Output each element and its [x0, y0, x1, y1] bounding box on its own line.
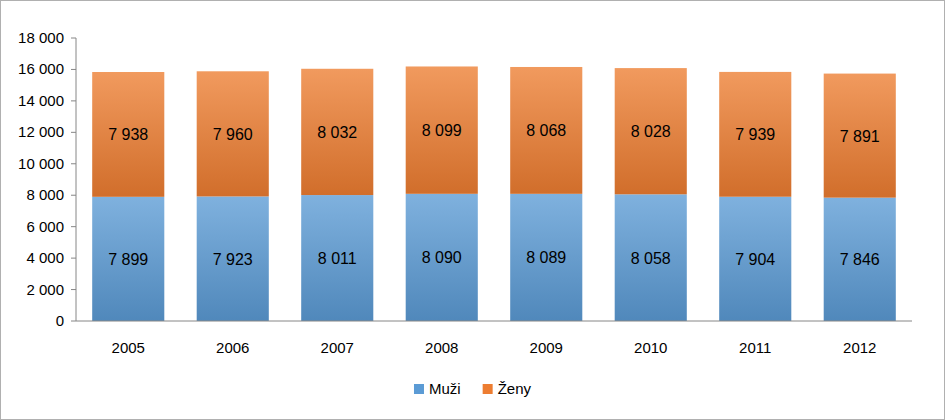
- data-label: 8 068: [526, 122, 566, 139]
- bar-segment: [824, 74, 896, 198]
- y-tick: [71, 69, 76, 70]
- x-tick-label: 2012: [843, 339, 876, 356]
- y-tick-label: 8 000: [26, 186, 64, 203]
- legend-item: Ženy: [483, 380, 532, 397]
- y-tick-label: 18 000: [18, 29, 64, 46]
- y-tick: [71, 226, 76, 227]
- y-tick-label: 4 000: [26, 249, 64, 266]
- data-label: 8 089: [526, 249, 566, 266]
- data-label: 8 099: [422, 122, 462, 139]
- y-tick: [71, 38, 76, 39]
- bar-segment: [301, 195, 373, 321]
- bar-segment: [510, 194, 582, 321]
- y-tick-label: 6 000: [26, 218, 64, 235]
- y-axis-line: [76, 38, 77, 321]
- bar-segment: [615, 194, 687, 321]
- x-axis: 2005 2006 2007 2008 2009 2010 2011 2012: [76, 321, 912, 356]
- bar-segment: [510, 67, 582, 194]
- legend: Muži Ženy: [414, 380, 532, 397]
- legend-item: Muži: [414, 380, 461, 397]
- y-tick: [71, 132, 76, 133]
- bar-segment: [406, 194, 478, 321]
- y-tick-label: 16 000: [18, 60, 64, 77]
- legend-swatch: [483, 384, 493, 394]
- data-label: 7 923: [213, 251, 253, 268]
- bar-segment: [719, 72, 791, 197]
- bar-segment: [406, 66, 478, 193]
- x-tick-label: 2005: [112, 339, 145, 356]
- bar-segment: [301, 69, 373, 195]
- bar-segment: [719, 197, 791, 321]
- y-tick-label: 0: [56, 312, 64, 329]
- data-label: 8 058: [631, 250, 671, 267]
- data-label: 8 090: [422, 249, 462, 266]
- data-label: 8 028: [631, 123, 671, 140]
- chart: 0 2 000 4 000 6 000 8 000 10 000 12 000 14 000 1…: [0, 0, 945, 420]
- y-tick: [71, 163, 76, 164]
- x-axis-line: [76, 321, 912, 322]
- y-axis: 0 2 000 4 000 6 000 8 000 10 000 12 000 14 000 1…: [18, 29, 76, 329]
- y-tick: [71, 195, 76, 196]
- x-tick-label: 2008: [425, 339, 458, 356]
- bar-segment: [197, 196, 269, 321]
- y-tick: [71, 100, 76, 101]
- data-label: 7 960: [213, 126, 253, 143]
- bar-segment: [92, 197, 164, 321]
- y-tick: [71, 289, 76, 290]
- y-tick-label: 14 000: [18, 92, 64, 109]
- y-tick: [71, 258, 76, 259]
- legend-label: Muži: [429, 380, 461, 397]
- data-label: 8 032: [317, 124, 357, 141]
- data-label: 8 011: [318, 250, 357, 267]
- bar-segment: [197, 71, 269, 196]
- bar-segment: [92, 72, 164, 197]
- y-tick-label: 10 000: [18, 155, 64, 172]
- x-tick-label: 2009: [530, 339, 563, 356]
- bar-segment: [615, 68, 687, 194]
- data-label: 7 904: [735, 251, 775, 268]
- y-tick-label: 12 000: [18, 123, 64, 140]
- data-label: 7 938: [108, 126, 148, 143]
- legend-swatch: [414, 384, 424, 394]
- legend-label: Ženy: [498, 380, 532, 397]
- x-tick-label: 2006: [216, 339, 249, 356]
- x-tick-label: 2010: [634, 339, 667, 356]
- bars: [92, 66, 896, 321]
- data-label: 7 939: [735, 126, 775, 143]
- bar-segment: [824, 198, 896, 321]
- data-label: 7 891: [840, 128, 880, 145]
- data-label: 7 846: [840, 251, 880, 268]
- y-tick: [71, 321, 76, 322]
- chart-border: [1, 1, 945, 420]
- y-tick-label: 2 000: [26, 281, 64, 298]
- data-label: 7 899: [108, 251, 148, 268]
- x-tick-label: 2011: [739, 339, 771, 356]
- x-tick-label: 2007: [321, 339, 354, 356]
- data-labels: 7 899 7 938 7 923 7 960 8 011 8 032 8 090 8 099…: [108, 122, 880, 268]
